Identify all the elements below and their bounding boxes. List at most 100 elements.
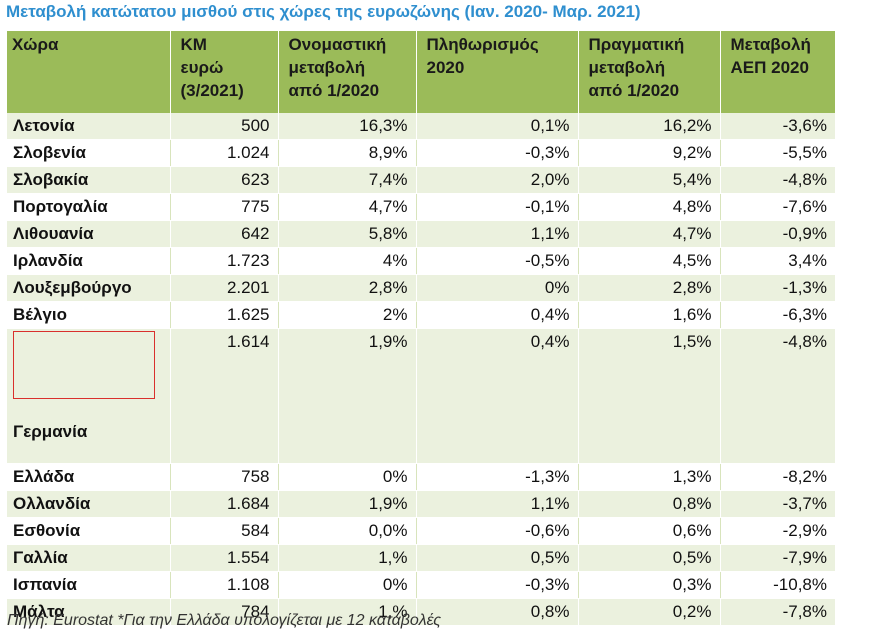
cell-nominal-change: 8,9%	[278, 139, 417, 167]
cell-gdp-change: -4,8%	[720, 328, 835, 464]
cell-gdp-change: -2,9%	[720, 517, 835, 545]
header-gdp-change-2020: Μεταβολή ΑΕΠ 2020	[720, 31, 835, 113]
cell-real-change: 16,2%	[578, 113, 721, 140]
cell-inflation: 0,5%	[416, 544, 579, 572]
cell-inflation: -0,3%	[416, 571, 579, 599]
table-row: Μάλτα 784 1,% 0,8% 0,2% -7,8%	[7, 598, 835, 626]
cell-country: Γαλλία	[7, 544, 171, 572]
cell-real-change: 4,8%	[578, 193, 721, 221]
cell-min-wage: 2.201	[170, 274, 279, 302]
cell-real-change: 5,4%	[578, 166, 721, 194]
cell-inflation: 1,1%	[416, 220, 579, 248]
cell-inflation: 0,8%	[416, 598, 579, 626]
cell-min-wage: 1.723	[170, 247, 279, 275]
cell-inflation: 0%	[416, 274, 579, 302]
cell-real-change: 1,6%	[578, 301, 721, 329]
cell-min-wage: 642	[170, 220, 279, 248]
cell-min-wage: 1.024	[170, 139, 279, 167]
table-row: Λετονία 500 16,3% 0,1% 16,2% -3,6%	[7, 113, 835, 140]
source-note: Πηγή: Eurostat *Για την Ελλάδα υπολογίζε…	[7, 612, 442, 629]
cell-min-wage: 584	[170, 517, 279, 545]
cell-real-change: 2,8%	[578, 274, 721, 302]
cell-gdp-change: -10,8%	[720, 571, 835, 599]
cell-inflation: 1,1%	[416, 490, 579, 518]
cell-gdp-change: -6,3%	[720, 301, 835, 329]
cell-nominal-change: 4,7%	[278, 193, 417, 221]
header-inflation-2020: Πληθωρισμός 2020	[416, 31, 579, 113]
cell-real-change: 4,7%	[578, 220, 721, 248]
cell-nominal-change: 2%	[278, 301, 417, 329]
cell-nominal-change: 16,3%	[278, 113, 417, 140]
cell-country: Λιθουανία	[7, 220, 171, 248]
cell-real-change: 0,6%	[578, 517, 721, 545]
cell-gdp-change: -0,9%	[720, 220, 835, 248]
cell-nominal-change: 0%	[278, 571, 417, 599]
table-title: Μεταβολή κατώτατου μισθού στις χώρες της…	[6, 2, 641, 21]
cell-real-change: 0,5%	[578, 544, 721, 572]
cell-min-wage: 758	[170, 463, 279, 491]
cell-country: Γερμανία	[7, 328, 171, 464]
cell-gdp-change: -3,7%	[720, 490, 835, 518]
cell-country: Ιρλανδία	[7, 247, 171, 275]
table-row: Γαλλία 1.554 1,% 0,5% 0,5% -7,9%	[7, 544, 835, 572]
cell-inflation: 0,4%	[416, 301, 579, 329]
cell-inflation: -0,5%	[416, 247, 579, 275]
cell-min-wage: 623	[170, 166, 279, 194]
cell-nominal-change: 0,0%	[278, 517, 417, 545]
cell-inflation: 0,4%	[416, 328, 579, 464]
cell-inflation: -0,1%	[416, 193, 579, 221]
cell-min-wage: 500	[170, 113, 279, 140]
cell-gdp-change: -7,8%	[720, 598, 835, 626]
cell-min-wage: 1.684	[170, 490, 279, 518]
table-row: Ελλάδα 758 0% -1,3% 1,3% -8,2%	[7, 463, 835, 491]
cell-inflation: 2,0%	[416, 166, 579, 194]
table-row: Ιρλανδία 1.723 4% -0,5% 4,5% 3,4%	[7, 247, 835, 275]
cell-min-wage: 1.614	[170, 328, 279, 464]
minimum-wage-table: Χώρα ΚΜ ευρώ (3/2021) Ονομαστική μεταβολ…	[7, 31, 835, 626]
cell-real-change: 9,2%	[578, 139, 721, 167]
cell-real-change: 1,3%	[578, 463, 721, 491]
cell-min-wage: 775	[170, 193, 279, 221]
header-row: Χώρα ΚΜ ευρώ (3/2021) Ονομαστική μεταβολ…	[7, 31, 835, 113]
cell-nominal-change: 1,%	[278, 544, 417, 572]
table-row: Σλοβακία 623 7,4% 2,0% 5,4% -4,8%	[7, 166, 835, 194]
cell-min-wage: 784	[170, 598, 279, 626]
cell-nominal-change: 1,9%	[278, 328, 417, 464]
table-row: Εσθονία 584 0,0% -0,6% 0,6% -2,9%	[7, 517, 835, 545]
cell-inflation: -0,3%	[416, 139, 579, 167]
cell-country: Ελλάδα	[7, 463, 171, 491]
cell-country: Λετονία	[7, 113, 171, 140]
table-row: Λουξεμβούργο 2.201 2,8% 0% 2,8% -1,3%	[7, 274, 835, 302]
table-row: Βέλγιο 1.625 2% 0,4% 1,6% -6,3%	[7, 301, 835, 329]
cell-nominal-change: 7,4%	[278, 166, 417, 194]
cell-real-change: 0,3%	[578, 571, 721, 599]
cell-country: Ισπανία	[7, 571, 171, 599]
cell-nominal-change: 0%	[278, 463, 417, 491]
cell-gdp-change: -4,8%	[720, 166, 835, 194]
cell-country: Σλοβακία	[7, 166, 171, 194]
cell-real-change: 0,8%	[578, 490, 721, 518]
cell-country: Σλοβενία	[7, 139, 171, 167]
cell-min-wage: 1.554	[170, 544, 279, 572]
table-row: Ισπανία 1.108 0% -0,3% 0,3% -10,8%	[7, 571, 835, 599]
header-min-wage-euro: ΚΜ ευρώ (3/2021)	[170, 31, 279, 113]
cell-real-change: 0,2%	[578, 598, 721, 626]
cell-nominal-change: 1,%	[278, 598, 417, 626]
cell-country: Πορτογαλία	[7, 193, 171, 221]
cell-min-wage: 1.625	[170, 301, 279, 329]
cell-country: Λουξεμβούργο	[7, 274, 171, 302]
cell-inflation: -0,6%	[416, 517, 579, 545]
cell-gdp-change: -1,3%	[720, 274, 835, 302]
cell-gdp-change: -7,9%	[720, 544, 835, 572]
table-row: Ολλανδία 1.684 1,9% 1,1% 0,8% -3,7%	[7, 490, 835, 518]
cell-gdp-change: 3,4%	[720, 247, 835, 275]
header-country: Χώρα	[7, 31, 171, 113]
highlight-box	[13, 331, 155, 399]
cell-gdp-change: -7,6%	[720, 193, 835, 221]
cell-country: Μάλτα	[7, 598, 171, 626]
cell-country: Εσθονία	[7, 517, 171, 545]
header-real-change: Πραγματική μεταβολή από 1/2020	[578, 31, 721, 113]
cell-country-label: Γερμανία	[13, 422, 88, 441]
cell-real-change: 1,5%	[578, 328, 721, 464]
cell-nominal-change: 4%	[278, 247, 417, 275]
